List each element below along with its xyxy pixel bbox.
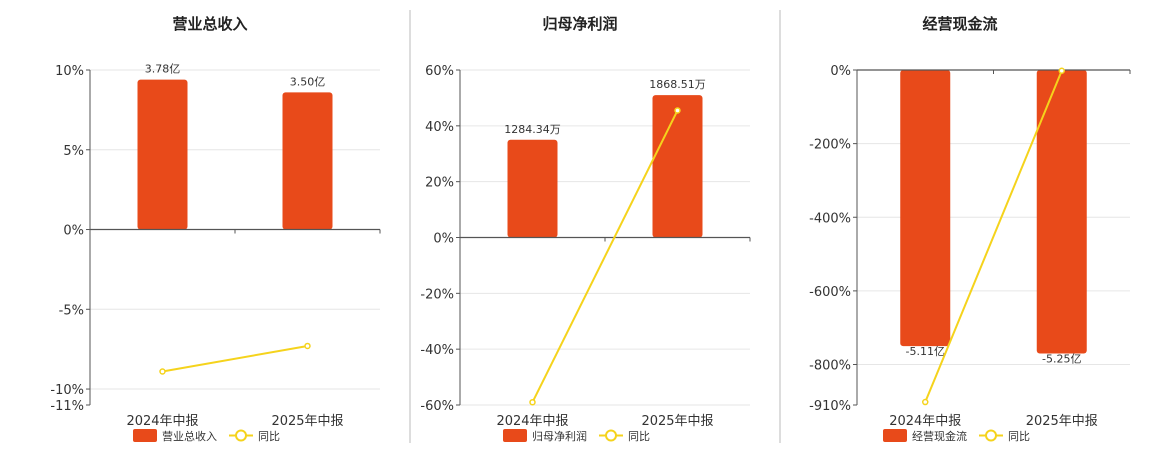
yoy-line <box>162 344 308 373</box>
legend-bar-swatch <box>883 429 907 442</box>
legend-bar-label: 经营现金流 <box>912 429 967 443</box>
y-tick-label: -20% <box>420 287 454 302</box>
y-tick-label: -5% <box>59 303 84 318</box>
bar-data-label: 3.50亿 <box>290 75 326 88</box>
bar-data-label: 1284.34万 <box>504 123 561 136</box>
yoy-point-2 <box>304 342 311 350</box>
chart-panel-3: 经营现金流 0% -200% -400% -600% -800% -910% -5.11亿 -5… <box>809 15 1131 443</box>
y-tick-label: -11% <box>50 399 84 414</box>
yoy-point-1 <box>159 368 166 375</box>
y-tick-label: -600% <box>809 285 851 300</box>
yoy-line <box>531 110 679 403</box>
bar-2 <box>1036 70 1087 354</box>
y-tick-label: 0% <box>830 64 851 79</box>
y-tick-label: 0% <box>433 232 454 247</box>
y-tick-label: 10% <box>55 64 84 79</box>
yoy-point-1 <box>922 398 929 406</box>
yoy-point-2 <box>1058 67 1065 74</box>
y-tick-label: 5% <box>63 144 84 159</box>
legend-bar-label: 营业总收入 <box>162 429 217 443</box>
bar-data-label: 1868.51万 <box>649 78 706 91</box>
legend-line-label: 同比 <box>1008 430 1030 443</box>
y-tick-label: -60% <box>420 399 454 414</box>
legend: 归母净利润 同比 <box>503 429 650 443</box>
bar-1 <box>900 70 951 347</box>
y-tick-label: -40% <box>420 343 454 358</box>
y-tick-label: -200% <box>809 138 851 153</box>
x-category-label: 2025年中报 <box>641 414 713 429</box>
bar-2 <box>282 92 333 230</box>
yoy-point-1 <box>529 398 536 406</box>
chart-title: 营业总收入 <box>172 15 247 33</box>
legend-line-label: 同比 <box>628 430 650 443</box>
x-category-label: 2025年中报 <box>1026 414 1098 429</box>
x-category-label: 2024年中报 <box>496 414 568 429</box>
legend-line-marker <box>235 429 247 442</box>
yoy-point-2 <box>674 107 681 114</box>
y-tick-label: -10% <box>50 383 84 398</box>
bar-2 <box>652 95 703 238</box>
legend-bar-swatch <box>503 429 527 442</box>
chart-panel-1: 营业总收入 10% 5% 0% -5% -10%-11% 3.78亿 3.50亿 2024年中报… <box>50 15 381 443</box>
x-category-label: 2025年中报 <box>271 414 343 429</box>
yoy-line <box>924 70 1063 403</box>
chart-panel-2: 归母净利润 60% 40% 20% 0% -20% -40% -60% 1284.34万 1868… <box>420 15 751 443</box>
bar-1 <box>137 79 188 230</box>
y-tick-label: 40% <box>425 120 454 135</box>
chart-title: 经营现金流 <box>922 15 997 33</box>
bar-data-label: 3.78亿 <box>145 63 181 76</box>
legend-bar-swatch <box>133 429 157 442</box>
bar-data-label: -5.25亿 <box>1042 352 1081 365</box>
legend-bar-label: 归母净利润 <box>532 429 587 443</box>
y-tick-label: 60% <box>425 64 454 79</box>
x-category-label: 2024年中报 <box>889 414 961 429</box>
legend: 经营现金流 同比 <box>883 429 1030 443</box>
y-tick-label: 0% <box>63 224 84 239</box>
y-tick-label: -910% <box>809 399 851 414</box>
legend-line-marker <box>605 429 617 442</box>
legend-line-marker <box>985 429 997 442</box>
legend-line-label: 同比 <box>258 430 280 443</box>
bar-1 <box>507 139 558 238</box>
y-tick-label: -400% <box>809 211 851 226</box>
x-category-label: 2024年中报 <box>126 414 198 429</box>
legend: 营业总收入 同比 <box>133 429 280 443</box>
y-tick-label: 20% <box>425 176 454 191</box>
y-tick-label: -800% <box>809 359 851 374</box>
bar-data-label: -5.11亿 <box>906 345 945 358</box>
chart-title: 归母净利润 <box>542 15 617 33</box>
